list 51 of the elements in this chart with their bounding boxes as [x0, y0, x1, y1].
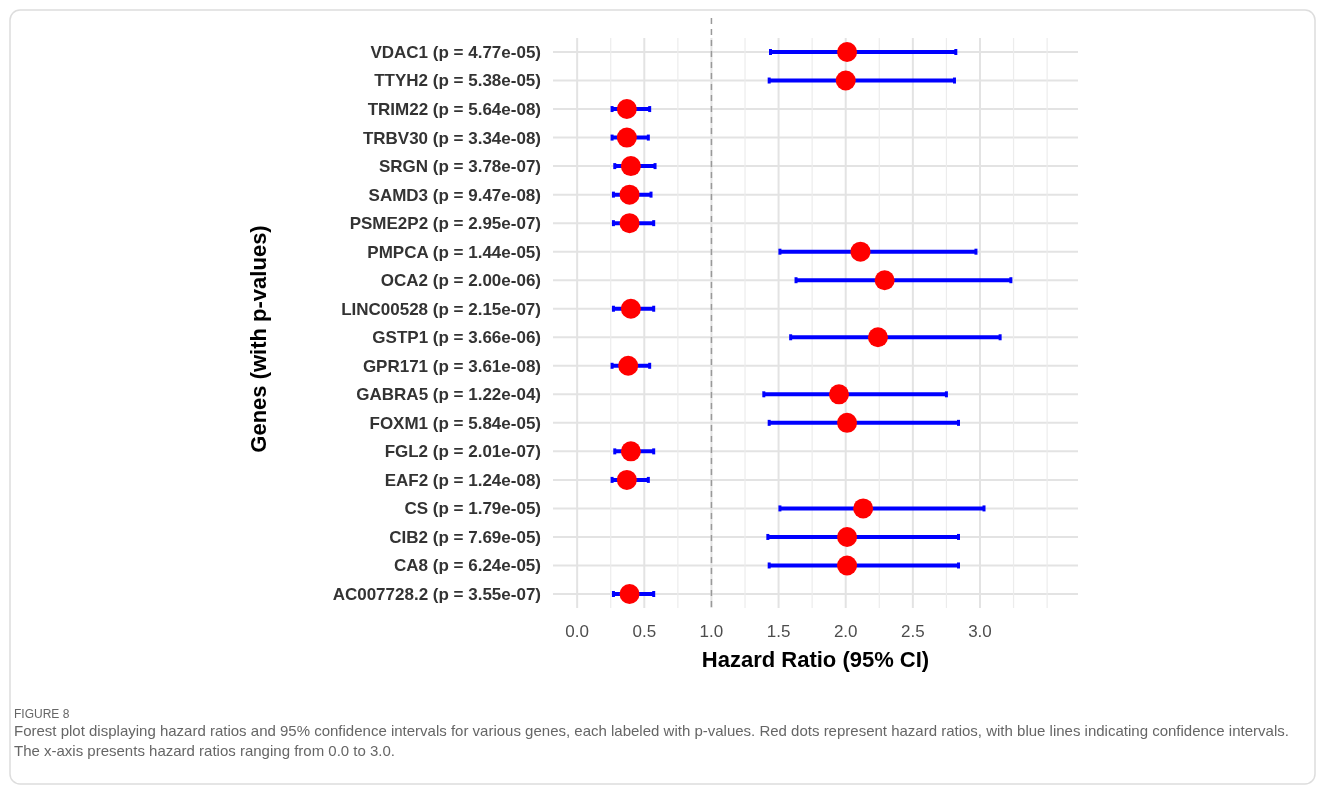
caption: FIGURE 8: [14, 707, 70, 721]
y-tick-label: GPR171 (p = 3.61e-08): [362, 356, 541, 376]
point: [837, 42, 858, 62]
y-tick-label: GABRA5 (p = 1.22e-04): [356, 385, 541, 405]
y-tick-label: CIB2 (p = 7.69e-05): [389, 527, 541, 547]
point: [874, 270, 895, 291]
y-tick-label: CS (p = 1.79e-05): [404, 499, 541, 519]
y-tick-label: SRGN (p = 3.78e-07): [378, 157, 541, 177]
point: [835, 70, 856, 91]
y-tick-label: AC007728.2 (p = 3.55e-07): [332, 584, 541, 604]
y-tick-label: PSME2P2 (p = 2.95e-07): [349, 214, 541, 234]
point: [850, 241, 871, 262]
y-tick-label: CA8 (p = 6.24e-05): [394, 556, 541, 576]
y-tick-label: TTYH2 (p = 5.38e-05): [374, 71, 541, 91]
y-tick-label: GSTP1 (p = 3.66e-06): [372, 328, 541, 348]
y-tick-label: FOXM1 (p = 5.84e-05): [369, 413, 541, 433]
y-tick-label: TRIM22 (p = 5.64e-08): [367, 100, 541, 119]
x-tick-label: 3.0: [968, 622, 992, 641]
x-tick-label: 1.5: [766, 622, 791, 641]
point: [619, 184, 640, 205]
y-tick-label: LINC00528 (p = 2.15e-07): [341, 299, 541, 319]
point: [619, 213, 640, 234]
point: [853, 498, 874, 519]
y-tick-label: FGL2 (p = 2.01e-07): [384, 442, 541, 462]
point: [616, 127, 637, 148]
y-axis-title: Genes (with p-values): [246, 225, 271, 453]
point: [837, 412, 858, 433]
y-tick-label: TRBV30 (p = 3.34e-08): [362, 128, 541, 148]
point: [620, 441, 641, 462]
x-tick-label: 2.5: [901, 622, 925, 641]
point: [620, 156, 641, 177]
y-tick-label: OCA2 (p = 2.00e-06): [380, 271, 541, 291]
point: [867, 327, 888, 348]
point: [618, 355, 639, 376]
x-tick-label: 0.0: [565, 622, 589, 641]
point: [837, 526, 858, 547]
point: [616, 469, 637, 490]
text: Forest plot displaying hazard ratios and 95% confidence intervals for various genes, each labeled with p-values. Red dots represent hazard ratios, with blue lines indicating confidence intervals. The x-axis presents hazard ratios ranging from 0.0 to 3.0.: [14, 722, 1289, 759]
x-tick-label: 0.5: [632, 622, 657, 641]
point: [829, 384, 849, 405]
y-tick-label: EAF2 (p = 1.24e-08): [384, 470, 541, 490]
y-tick-label: PMPCA (p = 1.44e-05): [367, 242, 541, 262]
y-tick-label: SAMD3 (p = 9.47e-08): [368, 185, 541, 205]
x-tick-label: 2.0: [833, 622, 858, 641]
point: [616, 99, 637, 120]
point: [620, 298, 641, 319]
point: [619, 584, 640, 604]
x-tick-label: 1.0: [699, 622, 724, 641]
x-axis-title: Hazard Ratio (95% CI): [701, 647, 930, 672]
point: [837, 555, 858, 576]
y-tick-label: VDAC1 (p = 4.77e-05): [370, 42, 541, 62]
